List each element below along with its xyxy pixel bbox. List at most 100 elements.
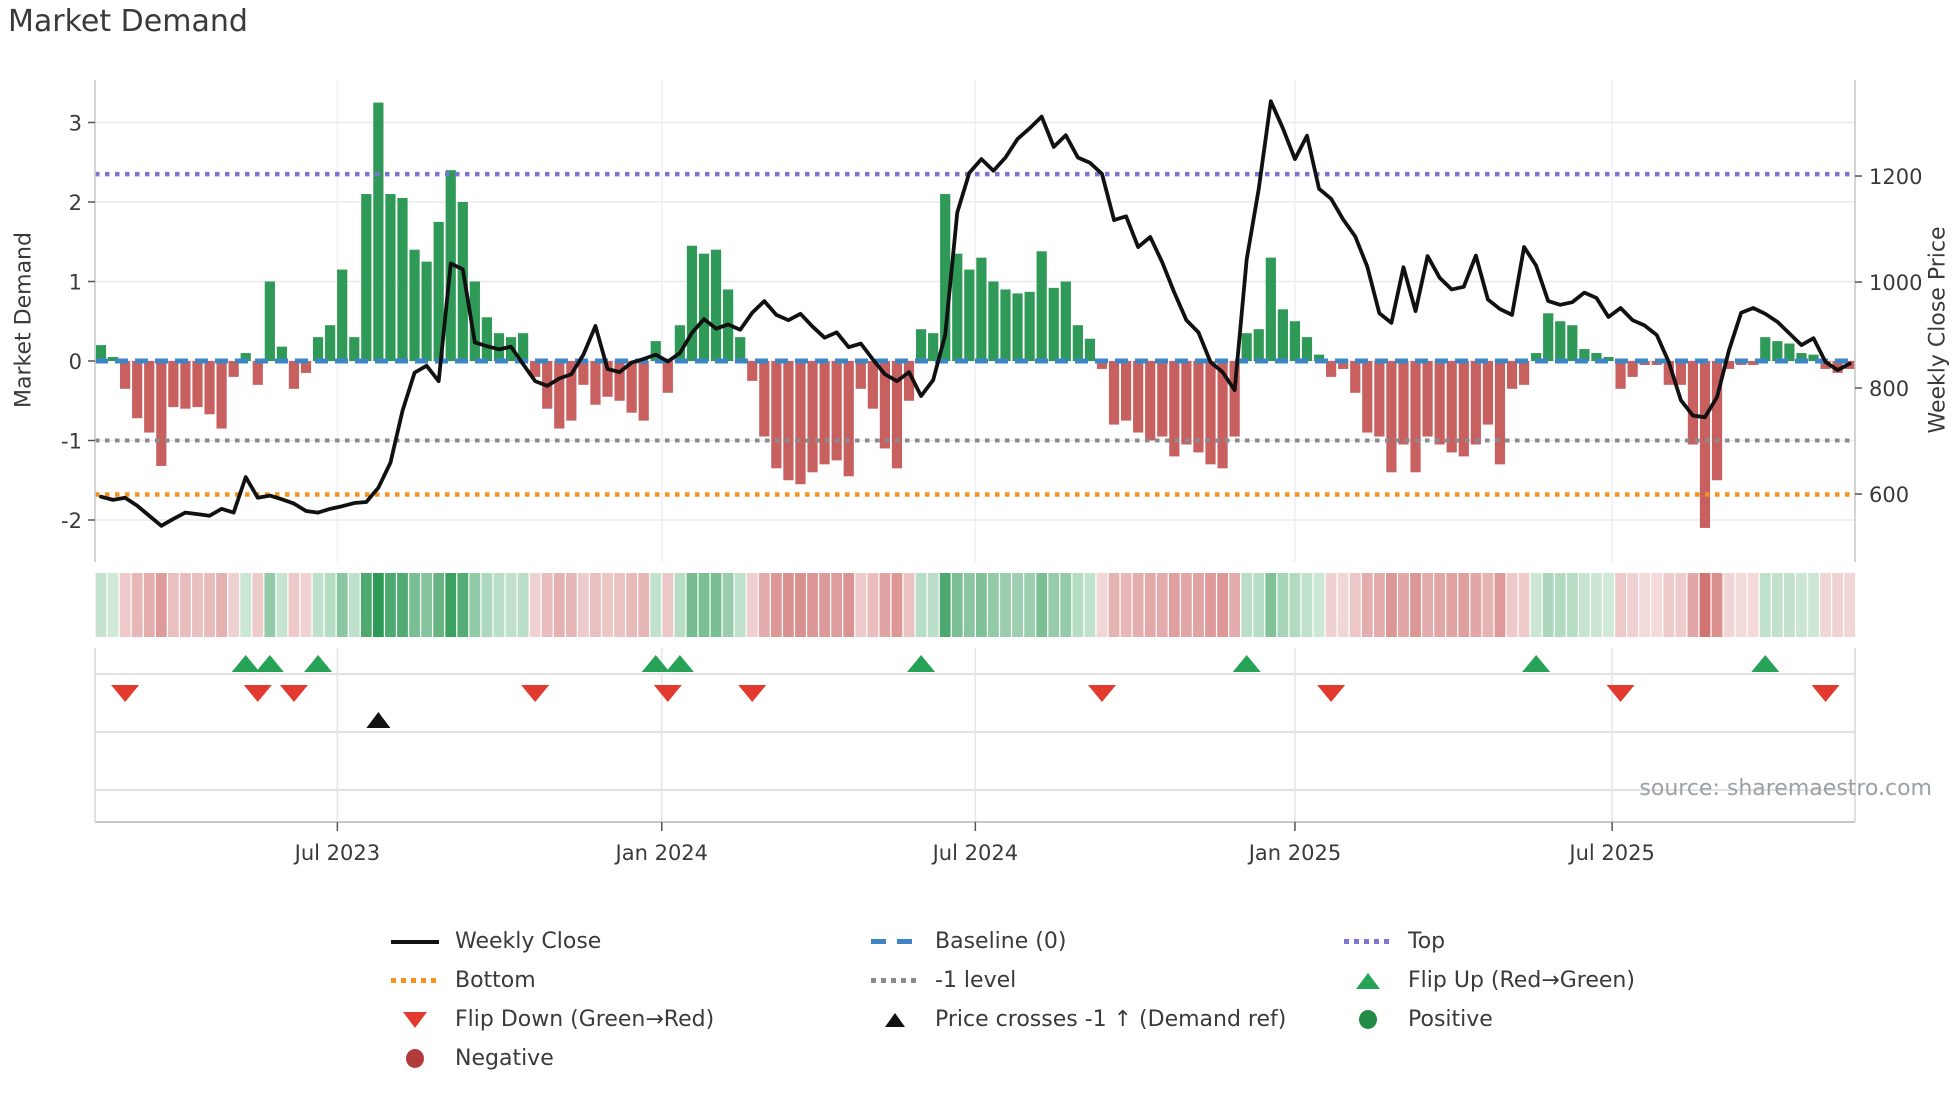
heatmap-cell: [915, 573, 927, 637]
heatmap-cell: [192, 573, 203, 637]
demand-bar: [1096, 361, 1108, 369]
demand-bar: [1711, 361, 1723, 481]
heatmap-cell: [143, 573, 155, 637]
heatmap-cell: [1349, 573, 1361, 637]
demand-bar: [1494, 361, 1506, 465]
heatmap-cell: [481, 573, 493, 637]
flip-down-marker: [738, 685, 767, 702]
demand-heatmap-strip: [95, 573, 1856, 637]
demand-bar: [361, 194, 372, 361]
heatmap-cell: [119, 573, 131, 637]
demand-bar: [1422, 361, 1433, 437]
demand-bar: [1663, 361, 1674, 385]
demand-bar: [976, 257, 987, 361]
heatmap-cell: [1796, 573, 1807, 637]
demand-bar: [638, 361, 649, 421]
heatmap-cell: [1687, 573, 1699, 637]
legend-item-negative: Negative: [391, 1039, 714, 1078]
demand-bar: [373, 102, 384, 361]
heatmap-cell: [409, 573, 420, 637]
heatmap-cell: [252, 573, 264, 637]
demand-bar: [650, 341, 661, 361]
heatmap-cell: [288, 573, 300, 637]
heatmap-cell: [204, 573, 215, 637]
marker-panel: [94, 648, 1856, 823]
heatmap-cell: [1542, 573, 1554, 637]
demand-bar: [1121, 361, 1132, 421]
heatmap-cell: [1578, 573, 1590, 637]
heatmap-cell: [1506, 573, 1518, 637]
heatmap-cell: [1518, 573, 1530, 637]
demand-bar: [192, 361, 203, 408]
page-title: Market Demand: [8, 4, 248, 39]
legend-column-2: Baseline (0) -1 level Price crosses -1 ↑…: [871, 922, 1286, 1039]
demand-bar: [156, 361, 167, 466]
demand-bar: [614, 361, 625, 401]
heatmap-cell: [1723, 573, 1735, 637]
heatmap-cell: [276, 573, 288, 637]
demand-bar: [457, 202, 468, 361]
heatmap-cell: [336, 573, 348, 637]
flip-up-marker: [1232, 655, 1261, 672]
heatmap-cell: [783, 573, 794, 637]
heatmap-cell: [1289, 573, 1301, 637]
demand-bar: [903, 361, 915, 401]
flip-up-marker: [1751, 655, 1780, 672]
demand-bar: [1748, 361, 1759, 365]
heatmap-cell: [1434, 573, 1446, 637]
demand-bar: [1531, 353, 1542, 361]
legend-label: -1 level: [935, 968, 1017, 993]
legend-item-bottom: Bottom: [391, 961, 714, 1000]
demand-bar: [1289, 321, 1301, 361]
heatmap-cell: [1446, 573, 1458, 637]
demand-bar: [481, 317, 493, 361]
heatmap-cell: [1711, 573, 1723, 637]
heatmap-cell: [505, 573, 517, 637]
heatmap-cell: [1747, 573, 1759, 637]
demand-bar: [1398, 361, 1409, 445]
demand-bar: [1157, 361, 1168, 437]
heatmap-cell: [1759, 573, 1771, 637]
demand-bar: [288, 361, 300, 389]
flip-up-marker: [255, 655, 284, 672]
demand-bar: [180, 361, 191, 409]
heatmap-cell: [939, 573, 951, 637]
demand-bar: [940, 194, 951, 361]
demand-bar: [771, 361, 782, 469]
demand-bar: [276, 346, 287, 361]
demand-bar: [1301, 337, 1313, 361]
heatmap-cell: [517, 573, 529, 637]
heatmap-cell: [819, 573, 830, 637]
flip-down-marker: [1811, 685, 1840, 702]
demand-bar: [662, 361, 673, 393]
demand-bar: [843, 361, 854, 477]
demand-bar: [312, 337, 324, 361]
heatmap-cell: [867, 573, 879, 637]
heatmap-cell: [963, 573, 975, 637]
heatmap-cell: [312, 573, 324, 637]
heatmap-cell: [131, 573, 143, 637]
heatmap-cell: [710, 573, 722, 637]
x-tick-label: Jan 2025: [1247, 841, 1342, 865]
legend-item-positive: Positive: [1344, 1000, 1635, 1039]
flip-up-marker: [665, 655, 694, 672]
demand-bar: [566, 361, 577, 421]
baseline-dashed-line-icon: [871, 922, 919, 961]
heatmap-cell: [1048, 573, 1060, 637]
legend-label: Negative: [455, 1046, 554, 1071]
heatmap-cell: [807, 573, 818, 637]
demand-bar: [1253, 329, 1264, 361]
demand-bar: [1072, 325, 1083, 361]
demand-bar: [1084, 338, 1096, 361]
heatmap-cell: [1591, 573, 1602, 637]
demand-bar: [602, 361, 613, 397]
demand-bar: [1458, 361, 1469, 457]
demand-bar: [240, 353, 251, 361]
demand-bar: [1808, 354, 1819, 361]
heatmap-cell: [1566, 573, 1578, 637]
heatmap-cell: [155, 573, 167, 637]
left-tick-label: 0: [69, 350, 82, 374]
demand-bar: [228, 361, 239, 377]
heatmap-cell: [1205, 573, 1216, 637]
heatmap-cell: [348, 573, 360, 637]
